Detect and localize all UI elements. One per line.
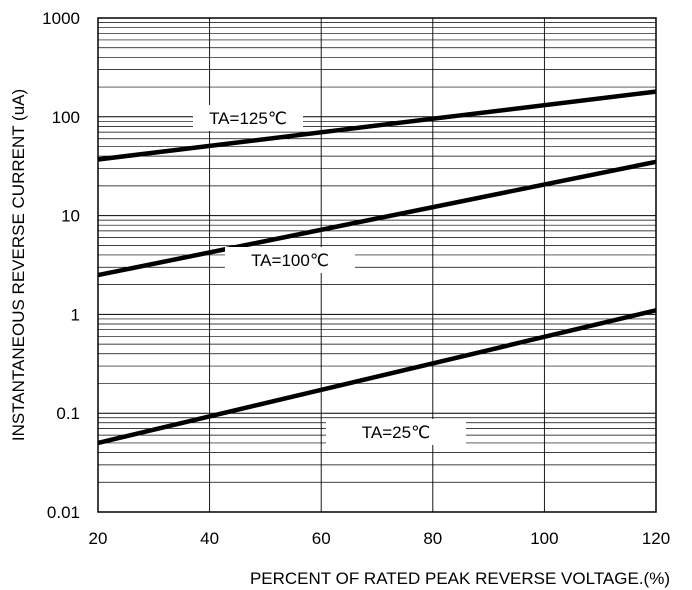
series-labels: TA=125℃ TA=100℃ TA=25℃: [193, 105, 466, 445]
series-line-0: [97, 89, 657, 162]
y-tick-label: 1: [71, 305, 80, 324]
y-axis-label: INSTANTANEOUS REVERSE CURRENT (uA): [9, 89, 28, 441]
x-axis-label: PERCENT OF RATED PEAK REVERSE VOLTAGE.(%…: [250, 569, 670, 588]
x-tick-label: 100: [530, 529, 558, 548]
series-label-1: TA=100℃: [251, 251, 329, 270]
series-label-bg-0: [193, 105, 303, 131]
x-tick-label: 120: [642, 529, 670, 548]
series-lines: [97, 89, 657, 446]
y-tick-label: 1000: [42, 9, 80, 28]
y-tick-label: 100: [52, 108, 80, 127]
plot-frame: [97, 17, 657, 513]
x-tick-labels: 20 40 60 80 100 120: [89, 529, 671, 548]
series-label-bg-2: [326, 419, 466, 445]
y-tick-label: 0.1: [56, 404, 80, 423]
series-line-2: [97, 308, 657, 446]
x-tick-label: 40: [200, 529, 219, 548]
series-label-bg-1: [225, 247, 355, 273]
series-line-1: [97, 159, 657, 278]
series-label-2: TA=25℃: [362, 423, 430, 442]
y-tick-label: 0.01: [47, 503, 80, 522]
x-tick-label: 60: [312, 529, 331, 548]
y-tick-label: 10: [61, 207, 80, 226]
x-tick-label: 20: [89, 529, 108, 548]
series-label-0: TA=125℃: [209, 109, 287, 128]
y-tick-labels: 0.01 0.1 1 10 100 1000: [42, 9, 80, 522]
x-tick-label: 80: [423, 529, 442, 548]
